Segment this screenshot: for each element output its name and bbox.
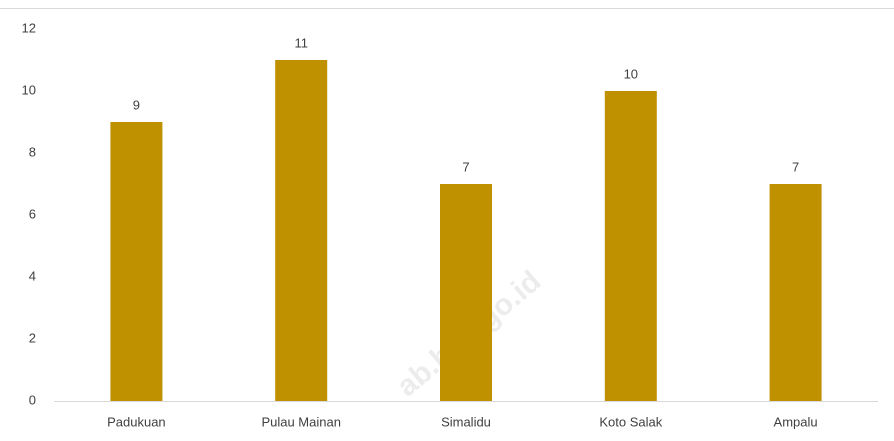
- y-tick-label: 0: [29, 392, 36, 407]
- y-tick-label: 12: [22, 20, 36, 35]
- x-tick-label: Koto Salak: [599, 414, 662, 429]
- data-label: 11: [294, 35, 308, 50]
- y-tick-label: 8: [29, 144, 36, 159]
- bar: [440, 184, 492, 401]
- x-tick-label: Ampalu: [774, 414, 818, 429]
- y-tick-label: 4: [29, 268, 36, 283]
- bar: [110, 122, 163, 401]
- bar: [604, 91, 657, 401]
- data-label: 9: [133, 97, 140, 112]
- x-tick-label: Simalidu: [441, 414, 491, 429]
- bar: [769, 184, 822, 401]
- data-label: 7: [792, 159, 799, 174]
- x-tick-label: Padukuan: [107, 414, 166, 429]
- y-tick-label: 10: [22, 82, 36, 97]
- y-tick-label: 6: [29, 206, 36, 221]
- data-label: 7: [462, 159, 469, 174]
- data-label: 10: [624, 66, 638, 81]
- y-tick-label: 2: [29, 330, 36, 345]
- x-tick-label: Pulau Mainan: [261, 414, 341, 429]
- bar: [275, 60, 328, 401]
